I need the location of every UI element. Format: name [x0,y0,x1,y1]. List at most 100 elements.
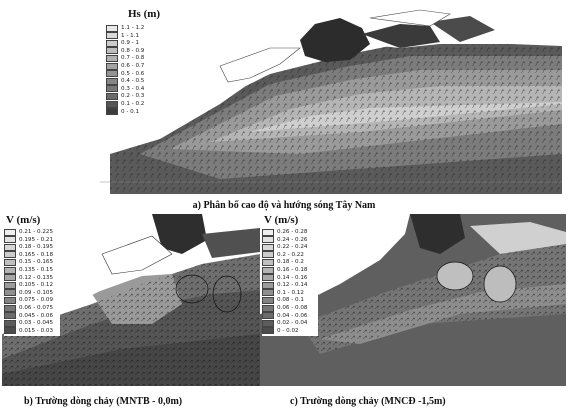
legend-swatch [106,62,118,70]
legend-swatch [4,296,16,304]
legend-swatch [262,266,274,274]
legend-swatch [4,274,16,282]
legend-label: 0.5 - 0.6 [121,70,145,77]
current-field-mncd: V (m/s) 0.26 - 0.28 0.24 - 0.26 0.22 - 0.2… [260,214,566,386]
legend-label: 0.015 - 0.03 [19,327,54,334]
legend-entry: 0.02 - 0.04 [262,319,307,327]
legend-entry: 0.5 - 0.6 [106,70,144,78]
legend-swatch [106,85,118,93]
legend-swatch [4,312,16,320]
legend-label: 0.2 - 0.22 [277,251,304,258]
legend-entry: 0.075 - 0.09 [4,296,53,304]
panel-c-caption: c) Trường dòng chảy (MNCĐ -1,5m) [290,396,446,407]
legend-title: V (m/s) [6,214,41,226]
legend-label: 0.1 - 0.2 [121,101,145,107]
legend-swatch [4,243,16,251]
legend-entry: 0.1 - 0.2 [106,100,144,108]
current-field-mntb: V (m/s) 0.21 - 0.225 0.195 - 0.21 0.18 - 0… [2,214,260,386]
legend-swatch [262,312,274,320]
legend-label: 0.1 - 0.12 [277,289,304,296]
legend-entry: 0.21 - 0.225 [4,228,53,236]
legend-label: 0.2 - 0.3 [121,93,145,100]
current-legend-c: V (m/s) 0.26 - 0.28 0.24 - 0.26 0.22 - 0.2… [262,214,318,336]
legend-label: 0.165 - 0.18 [19,251,54,258]
current-legend-b: V (m/s) 0.21 - 0.225 0.195 - 0.21 0.18 - 0… [4,214,60,336]
legend-entry: 0.16 - 0.18 [262,266,307,274]
legend-label: 0.02 - 0.04 [277,320,308,327]
legend-entry: 0.06 - 0.075 [4,304,53,312]
wave-map-graphic [100,4,562,194]
legend-swatch [106,47,118,55]
legend-label: 0.4 - 0.5 [121,78,145,85]
wave-height-legend: Hs (m) 1.1 - 1.2 1 - 1.1 0.9 - 1 0.8 - 0.9 0… [106,8,164,116]
legend-entry: 0.12 - 0.135 [4,274,53,282]
legend-entry: 0.3 - 0.4 [106,85,144,93]
legend-entry: 0.2 - 0.3 [106,92,144,100]
legend-swatch [4,236,16,244]
legend-swatch [106,100,118,108]
legend-swatch [106,39,118,47]
legend-entry: 0.14 - 0.16 [262,274,307,282]
legend-label: 0.15 - 0.165 [19,259,54,266]
legend-swatch [106,32,118,40]
legend-label: 0.26 - 0.28 [277,229,308,235]
legend-swatch [106,108,118,116]
legend-label: 1 - 1.1 [121,32,140,39]
current-map-b-graphic [2,214,260,386]
legend-entry: 0.06 - 0.08 [262,304,307,312]
legend-entry: 0.1 - 0.12 [262,289,304,297]
legend-entry: 0.18 - 0.2 [262,258,304,266]
legend-entry: 0.09 - 0.105 [4,289,53,297]
legend-entry: 1.1 - 1.2 [106,24,144,32]
legend-swatch [4,327,16,335]
legend-entry: 0.26 - 0.28 [262,228,307,236]
legend-entry: 0 - 0.02 [262,327,299,335]
legend-swatch [4,304,16,312]
legend-entry: 0.04 - 0.06 [262,312,307,320]
legend-swatch [262,296,274,304]
legend-label: 0.06 - 0.08 [277,305,308,311]
legend-entry: 0.2 - 0.22 [262,251,304,259]
legend-swatch [106,92,118,100]
legend-entry: 0 - 0.1 [106,108,139,116]
legend-entry: 0.12 - 0.14 [262,281,307,289]
legend-label: 0.04 - 0.06 [277,312,308,319]
legend-label: 0.7 - 0.8 [121,55,145,62]
legend-entry: 0.7 - 0.8 [106,54,144,62]
legend-label: 0 - 0.02 [277,327,299,334]
legend-entry: 0.105 - 0.12 [4,281,53,289]
legend-swatch [106,54,118,62]
legend-label: 0.09 - 0.105 [19,289,54,296]
legend-swatch [262,228,274,236]
legend-entry: 0.165 - 0.18 [4,251,53,259]
legend-swatch [4,281,16,289]
legend-swatch [106,70,118,78]
legend-label: 0.21 - 0.225 [19,229,54,235]
legend-label: 0.12 - 0.135 [19,274,54,281]
legend-swatch [4,258,16,266]
legend-entry: 0.9 - 1 [106,39,139,47]
legend-entry: 0.08 - 0.1 [262,296,304,304]
legend-entry: 0.195 - 0.21 [4,236,53,244]
legend-swatch [262,236,274,244]
legend-label: 0.075 - 0.09 [19,297,54,304]
legend-entry: 0.045 - 0.06 [4,312,53,320]
legend-label: 1.1 - 1.2 [121,25,145,31]
legend-label: 0.045 - 0.06 [19,312,54,319]
legend-label: 0.135 - 0.15 [19,267,54,273]
legend-entry: 0.4 - 0.5 [106,77,144,85]
legend-swatch [106,24,118,32]
legend-entry: 0.15 - 0.165 [4,258,53,266]
legend-swatch [262,258,274,266]
legend-label: 0.08 - 0.1 [277,297,304,304]
legend-label: 0.18 - 0.195 [19,244,54,251]
wave-height-map: Hs (m) 1.1 - 1.2 1 - 1.1 0.9 - 1 0.8 - 0.9 0… [100,4,562,194]
legend-entry: 1 - 1.1 [106,32,139,40]
legend-swatch [4,251,16,259]
legend-label: 0.6 - 0.7 [121,63,145,69]
legend-swatch [262,289,274,297]
legend-label: 0.3 - 0.4 [121,85,145,92]
legend-label: 0.195 - 0.21 [19,236,54,243]
legend-swatch [262,274,274,282]
legend-swatch [106,77,118,85]
